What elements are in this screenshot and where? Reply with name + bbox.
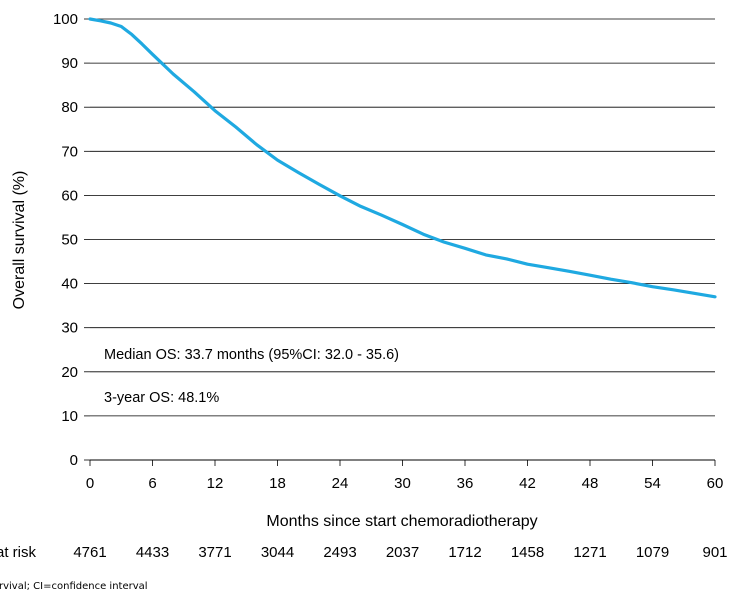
at-risk-value: 1271 xyxy=(573,544,606,561)
x-tick-label: 0 xyxy=(86,475,94,492)
x-tick-label: 30 xyxy=(394,475,411,492)
footnote: rvival; CI=confidence interval xyxy=(0,581,148,592)
at-risk-value: 4761 xyxy=(73,544,106,561)
gridlines xyxy=(84,18,715,461)
y-tick-label: 60 xyxy=(61,187,78,204)
at-risk-value: 4433 xyxy=(136,544,169,561)
y-tick-label: 70 xyxy=(61,143,78,160)
x-tick-label: 60 xyxy=(707,475,724,492)
y-tick-label: 30 xyxy=(61,320,78,337)
y-tick-label: 20 xyxy=(61,364,78,381)
x-tick-label: 6 xyxy=(148,475,156,492)
x-tick-label: 12 xyxy=(207,475,224,492)
at-risk-value: 3044 xyxy=(261,544,294,561)
at-risk-value: 1712 xyxy=(448,544,481,561)
y-axis-label: Overall survival (%) xyxy=(11,171,28,310)
x-tick-label: 24 xyxy=(332,475,349,492)
at-risk-value: 901 xyxy=(702,544,727,561)
at-risk-value: 1079 xyxy=(636,544,669,561)
at-risk-label: at risk xyxy=(0,544,37,561)
at-risk-numbers: 4761 4433 3771 3044 2493 2037 1712 1458 1271 1079… xyxy=(73,544,727,561)
annotation-median-os: Median OS: 33.7 months (95%CI: 32.0 - 35… xyxy=(104,347,399,363)
y-tick-label: 90 xyxy=(61,55,78,72)
x-tick-label: 54 xyxy=(644,475,661,492)
at-risk-value: 2493 xyxy=(323,544,356,561)
x-tick-label: 48 xyxy=(582,475,599,492)
x-axis-label: Months since start chemoradiotherapy xyxy=(266,513,537,530)
y-tick-label: 80 xyxy=(61,99,78,116)
at-risk-value: 2037 xyxy=(386,544,419,561)
at-risk-value: 3771 xyxy=(198,544,231,561)
at-risk-value: 1458 xyxy=(511,544,544,561)
y-tick-label: 0 xyxy=(70,452,78,469)
annotation-3-year-os: 3-year OS: 48.1% xyxy=(104,390,219,406)
x-tick-label: 42 xyxy=(519,475,536,492)
y-tick-label: 50 xyxy=(61,232,78,249)
x-tick-labels: 0 6 12 18 24 30 36 42 48 54 60 xyxy=(86,475,724,492)
x-tick-label: 36 xyxy=(457,475,474,492)
x-tick-label: 18 xyxy=(269,475,286,492)
y-tick-label: 40 xyxy=(61,276,78,293)
y-tick-labels: 0 10 20 30 40 50 60 70 80 90 100 xyxy=(53,11,78,469)
y-tick-label: 100 xyxy=(53,11,78,28)
x-tick-marks xyxy=(89,460,716,466)
survival-curve-line xyxy=(88,17,717,299)
y-tick-label: 10 xyxy=(61,408,78,425)
